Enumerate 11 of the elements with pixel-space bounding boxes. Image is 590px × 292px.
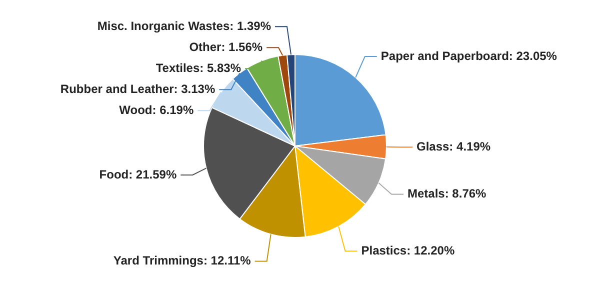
slice-label: Glass: 4.19% xyxy=(416,139,491,154)
slice-label: Yard Trimmings: 12.11% xyxy=(113,254,252,268)
slice-label: Other: 1.56% xyxy=(189,40,263,54)
slice-label: Metals: 8.76% xyxy=(408,186,487,201)
slice-label: Textiles: 5.83% xyxy=(156,60,242,75)
slice-label: Rubber and Leather: 3.13% xyxy=(60,82,216,96)
slice-label: Food: 21.59% xyxy=(99,167,177,182)
slice-label: Wood: 6.19% xyxy=(119,102,194,117)
slice-label: Misc. Inorganic Wastes: 1.39% xyxy=(97,18,272,33)
slice-label: Paper and Paperboard: 23.05% xyxy=(380,48,558,63)
slice-label: Plastics: 12.20% xyxy=(361,243,455,258)
